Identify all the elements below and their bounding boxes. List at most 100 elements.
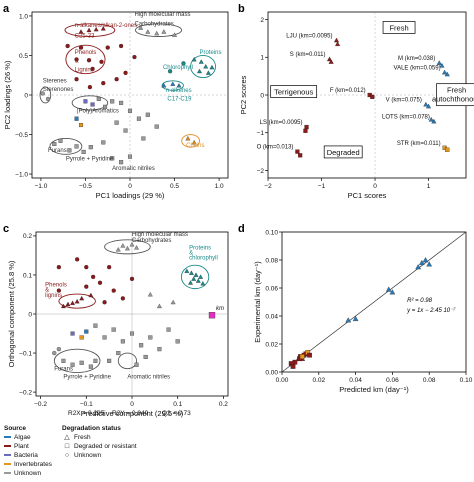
x-tick-label: −1: [318, 183, 326, 190]
group-ellipse: [104, 239, 151, 255]
data-point-triangle: [205, 70, 211, 75]
data-point-circle: [129, 276, 135, 281]
data-point-square: [157, 347, 162, 352]
data-point-circle: [123, 70, 128, 75]
km-label: km: [216, 306, 224, 312]
x-tick-label: 0.06: [386, 377, 399, 384]
data-point-square: [304, 124, 309, 130]
group-ellipse: [53, 348, 101, 374]
annotation-label: chlorophyll: [189, 256, 218, 262]
data-point-circle: [87, 84, 93, 90]
data-point-square: [110, 156, 115, 161]
x-tick-label: 0: [130, 401, 134, 408]
data-point-triangle: [161, 29, 167, 34]
panel-letter-b: b: [238, 3, 245, 15]
data-point-triangle: [191, 276, 197, 281]
annotation-label: High molecular mass: [134, 12, 190, 18]
data-point-triangle: [161, 83, 167, 88]
data-point-triangle: [138, 25, 144, 30]
annotation-label: Furans: [48, 148, 67, 154]
data-point-triangle: [65, 301, 71, 307]
data-point-triangle: [425, 103, 432, 109]
y-tick-label: 0.00: [265, 369, 278, 376]
annotation-label: &: [75, 59, 79, 65]
y-tick-label: −1.0: [15, 171, 28, 178]
data-point-triangle: [422, 257, 429, 263]
y-tick-label: 0.04: [265, 313, 278, 320]
group-ellipse: [58, 293, 96, 309]
data-point-square: [299, 354, 305, 359]
y-tick-label: −0.5: [15, 132, 28, 139]
y-tick-label: 1.0: [19, 13, 28, 20]
data-point-square: [84, 329, 89, 334]
data-point-square: [129, 331, 135, 336]
data-point-triangle: [93, 26, 99, 32]
sample-label: O (km=0.013): [257, 145, 294, 151]
data-point-square: [90, 102, 95, 107]
km-marker: [208, 312, 216, 319]
data-point-square: [74, 144, 79, 149]
x-tick-label: 0.5: [170, 183, 179, 190]
annotation-label: n-alkenes: [166, 88, 192, 94]
x-axis-label: Predictive component (29.5 %): [81, 409, 184, 418]
sample-label: F (km=0.012): [330, 88, 366, 94]
data-point-square: [139, 343, 144, 348]
data-point-triangle: [188, 280, 193, 285]
data-point-circle: [97, 280, 103, 285]
data-point-triangle: [79, 295, 85, 301]
data-point-triangle: [200, 281, 206, 286]
x-tick-label: 0: [128, 183, 132, 190]
data-point-square: [102, 335, 107, 340]
category-box: [436, 83, 474, 107]
data-point-circle: [107, 265, 112, 270]
data-point-square: [70, 331, 75, 336]
data-point-triangle: [100, 26, 106, 31]
data-point-square: [141, 136, 146, 141]
data-point-triangle: [88, 292, 94, 298]
group-ellipse: [71, 95, 109, 111]
data-point-square: [370, 94, 375, 99]
data-point-circle: [56, 288, 61, 293]
sample-label: M (km=0.038): [398, 56, 435, 62]
data-point-square: [307, 352, 312, 358]
data-point-square: [119, 100, 124, 105]
group-ellipse: [117, 352, 138, 370]
panel-letter-d: d: [238, 223, 245, 235]
data-point-square: [119, 160, 124, 165]
data-point-triangle: [203, 64, 209, 69]
data-point-circle: [90, 66, 95, 72]
data-point-triangle: [120, 243, 126, 248]
data-point-triangle: [195, 278, 201, 283]
annotation-label: Aromatic nitriles: [127, 374, 170, 380]
y-tick-label: 0.1: [23, 272, 32, 279]
x-tick-label: 0.2: [219, 401, 228, 408]
x-tick-label: −0.5: [79, 183, 92, 190]
plot-frame: [281, 231, 467, 373]
data-point-triangle: [115, 247, 121, 252]
data-point-square: [116, 351, 121, 356]
data-point-square: [79, 360, 84, 365]
data-point-square: [107, 358, 112, 363]
x-tick-label: −2: [264, 183, 272, 190]
data-point-square: [143, 354, 148, 359]
data-point-square: [120, 339, 125, 344]
data-point-square: [58, 138, 63, 143]
y-tick-label: 0.02: [265, 341, 278, 348]
sample-label: VALE (km=0.059): [394, 65, 441, 71]
annotation-label: Pyrrole + Pyridine: [66, 157, 114, 163]
group-ellipse: [134, 23, 183, 37]
annotation-label: Pyrrole + Pyridine: [63, 374, 111, 380]
data-point-triangle: [326, 56, 333, 62]
data-point-circle: [99, 59, 104, 64]
data-point-square: [83, 99, 88, 104]
x-axis-label: Predicted km (day⁻¹): [339, 385, 409, 394]
panel-a-loadings-plot: −1.0 −0.5 0 0.5 1.0 −1.0 −0.5 0 0.5 1.0 PC1 loadin…: [3, 11, 229, 200]
data-point-triangle: [134, 245, 140, 250]
category-box-label: autochthonous: [432, 95, 474, 104]
annotation-label: C25-33: [75, 33, 95, 39]
data-point-square: [79, 335, 84, 340]
group-ellipse: [161, 80, 184, 91]
data-point-circle: [181, 61, 186, 66]
y-tick-label: −1: [257, 130, 265, 137]
data-point-square: [445, 147, 450, 152]
